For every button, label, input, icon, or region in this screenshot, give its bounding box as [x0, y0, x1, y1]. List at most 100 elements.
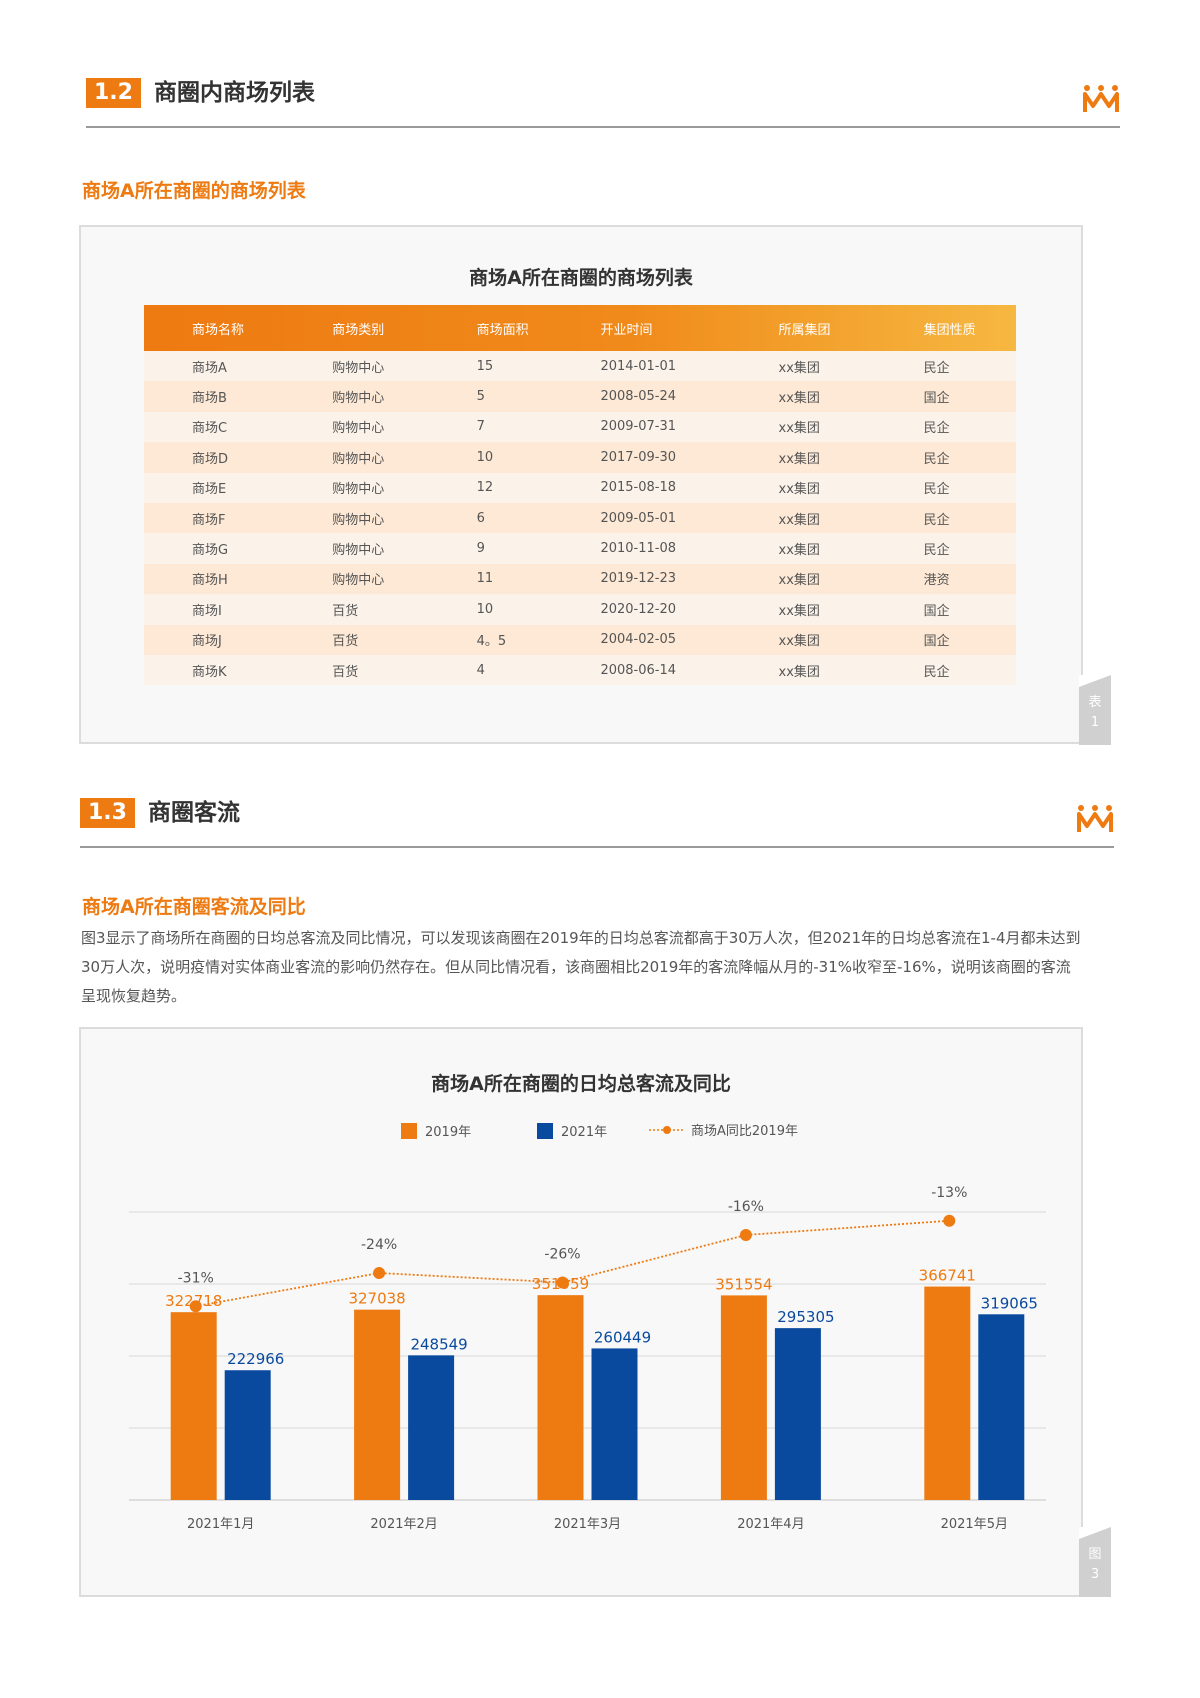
table-cell: 2010-11-08 — [600, 541, 677, 557]
yoy-label: -26% — [544, 1247, 580, 1263]
yoy-point — [739, 1229, 752, 1241]
data-label-2021: 295305 — [777, 1308, 834, 1326]
table-cell: 商场G — [192, 543, 229, 559]
table-cell: 11 — [476, 571, 494, 587]
brand-logo-icon — [1083, 85, 1119, 112]
table-body: 商场A 购物中心 15 2014-01-01 xx集团 民企 商场B 购物中心 5 2008-05… — [144, 351, 1016, 686]
column-header: 商场类别 — [332, 322, 385, 338]
table-cell: 4。5 — [476, 634, 507, 650]
table-row: 商场G 购物中心 9 2010-11-08 xx集团 民企 — [144, 533, 1016, 564]
section-number: 1.3 — [80, 798, 135, 828]
bar-2021 — [591, 1348, 638, 1500]
table-cell: 4 — [476, 662, 485, 678]
table-cell: xx集团 — [778, 512, 820, 528]
data-label-2021: 260449 — [594, 1328, 651, 1346]
legend-label: 2019年 — [425, 1125, 472, 1140]
table-row: 商场E 购物中心 12 2015-08-18 xx集团 民企 — [144, 472, 1016, 503]
table-row: 商场C 购物中心 7 2009-07-31 xx集团 民企 — [144, 411, 1016, 443]
legend-item-yoy: 商场A同比2019年 — [649, 1123, 798, 1141]
table-header-row: 商场名称 商场类别 商场面积 开业时间 所属集团 集团性质 — [144, 305, 1016, 351]
table-cell: 7 — [476, 419, 485, 435]
table-cell: 商场B — [192, 391, 227, 407]
table-cell: 2019-12-23 — [600, 571, 677, 587]
yoy-label: -24% — [361, 1237, 397, 1253]
column-header: 集团性质 — [923, 322, 976, 338]
table-cell: 民企 — [923, 664, 950, 680]
legend-swatch — [401, 1123, 417, 1139]
table-cell: 购物中心 — [332, 482, 385, 498]
bar-2021 — [408, 1355, 455, 1500]
chart-legend: 2019年 2021年 商场A同比2019年 — [81, 1123, 1081, 1143]
legend-label: 2021年 — [561, 1125, 608, 1140]
table-cell: 6 — [476, 510, 485, 526]
table-cell: 百货 — [332, 634, 359, 650]
yoy-line — [195, 1219, 950, 1308]
table-cell: xx集团 — [778, 360, 820, 376]
table-cell: 2009-07-31 — [600, 419, 677, 435]
table-cell: 商场D — [192, 451, 229, 467]
brand-logo-icon — [1077, 805, 1113, 832]
bar-2019 — [537, 1295, 584, 1500]
yoy-label: -31% — [178, 1270, 214, 1286]
table-cell: xx集团 — [778, 391, 820, 407]
legend-line-icon — [649, 1126, 685, 1134]
data-label-2021: 319065 — [981, 1294, 1038, 1312]
data-label-2021: 222966 — [227, 1350, 284, 1368]
table-cell: 购物中心 — [332, 451, 385, 467]
table-cell: 民企 — [923, 482, 950, 498]
column-header: 商场面积 — [476, 322, 529, 338]
table-cell: xx集团 — [778, 634, 820, 650]
table-row: 商场A 购物中心 15 2014-01-01 xx集团 民企 — [144, 351, 1016, 382]
yoy-point — [373, 1267, 386, 1279]
table-cell: 2009-05-01 — [600, 510, 677, 526]
table-cell: xx集团 — [778, 543, 820, 559]
table-cell: 民企 — [923, 512, 950, 528]
table-title: 商场A所在商圈的商场列表 — [469, 267, 693, 289]
table-cell: 2004-02-05 — [600, 632, 677, 648]
yoy-point — [943, 1214, 956, 1227]
table-cell: 2014-01-01 — [600, 358, 677, 374]
data-label-2019: 351554 — [715, 1275, 772, 1293]
data-label-2019: 327038 — [348, 1290, 405, 1308]
legend-swatch — [537, 1123, 553, 1139]
table-cell: 购物中心 — [332, 573, 385, 589]
table-cell: 商场F — [192, 512, 226, 528]
table-cell: 民企 — [923, 451, 950, 467]
table-cell: 商场I — [192, 603, 222, 619]
table-cell: 2008-05-24 — [600, 389, 677, 405]
yoy-point — [189, 1300, 202, 1313]
x-tick-label: 2021年5月 — [941, 1517, 1008, 1532]
table-cell: 民企 — [923, 543, 950, 559]
table-cell: 购物中心 — [332, 543, 385, 559]
table-cell: 商场E — [192, 482, 227, 498]
table-cell: xx集团 — [778, 482, 820, 498]
legend-item-2019: 2019年 — [401, 1123, 471, 1142]
column-header: 所属集团 — [778, 322, 831, 338]
traffic-chart: 3227182229662021年1月3270382485492021年2月35… — [129, 1185, 1046, 1532]
table-cell: 国企 — [923, 634, 950, 650]
column-header: 开业时间 — [600, 322, 653, 338]
table-cell: 港资 — [923, 573, 950, 589]
table-cell: 5 — [476, 389, 485, 405]
table-cell: xx集团 — [778, 603, 820, 619]
x-tick-label: 2021年1月 — [187, 1517, 254, 1532]
bar-2021 — [774, 1328, 821, 1500]
table-cell: 12 — [476, 480, 494, 496]
table-cell: 商场J — [192, 634, 222, 650]
table-row: 商场K 百货 4 2008-06-14 xx集团 民企 — [144, 654, 1016, 686]
chart-title: 商场A所在商圈的日均总客流及同比 — [431, 1073, 731, 1095]
table-row: 商场B 购物中心 5 2008-05-24 xx集团 国企 — [144, 381, 1016, 412]
table-cell: 国企 — [923, 603, 950, 619]
yoy-point — [556, 1276, 569, 1289]
table-cell: 民企 — [923, 360, 950, 376]
column-header: 商场名称 — [192, 322, 245, 338]
table-cell: 购物中心 — [332, 391, 385, 407]
table-cell: 购物中心 — [332, 360, 385, 376]
table-cell: 百货 — [332, 664, 359, 680]
table-row: 商场H 购物中心 11 2019-12-23 xx集团 港资 — [144, 563, 1016, 595]
section-title: 商圈客流 — [148, 800, 240, 826]
bar-2019 — [720, 1295, 767, 1500]
